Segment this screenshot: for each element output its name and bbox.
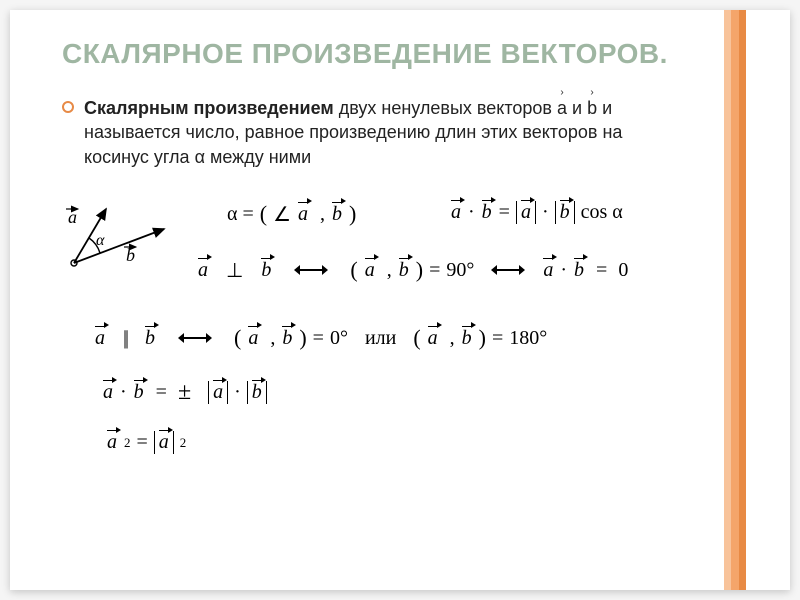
formula-square: a2 =a2 <box>106 431 186 454</box>
iff-icon <box>178 333 212 343</box>
definition-lead: Скалярным произведением <box>84 98 334 118</box>
formula-angle-def: α = (∠ a ,b) <box>227 201 356 227</box>
formula-dot-def: a·b = a·b cos α <box>450 201 623 224</box>
diagram-label-b: b <box>126 245 135 265</box>
definition-row: Скалярным произведением двух ненулевых в… <box>62 96 748 169</box>
accent-stripes <box>724 10 746 590</box>
diagram-label-alpha: α <box>96 232 105 249</box>
parallel-icon: || <box>123 327 127 350</box>
bullet-icon <box>62 101 74 113</box>
definition-text: Скалярным произведением двух ненулевых в… <box>84 96 664 169</box>
slide-title: СКАЛЯРНОЕ ПРОИЗВЕДЕНИЕ ВЕКТОРОВ. <box>62 38 748 70</box>
vec-a-inline: a <box>557 96 567 120</box>
slide: СКАЛЯРНОЕ ПРОИЗВЕДЕНИЕ ВЕКТОРОВ. Скалярн… <box>10 10 790 590</box>
accent-stripe-3 <box>739 10 746 590</box>
accent-stripe-2 <box>731 10 738 590</box>
angle-icon: ∠ <box>273 202 291 227</box>
formula-perp: a ⊥ b (a ,b)= 90° a·b = 0 <box>197 257 628 283</box>
perp-icon: ⊥ <box>226 258 243 283</box>
accent-stripe-1 <box>724 10 731 590</box>
formula-area: a b α α = (∠ a ,b) a·b = a·b cos α a ⊥ b… <box>62 187 702 477</box>
diagram-label-a: a <box>68 207 77 227</box>
formula-parallel: a || b (a ,b)= 0° или (a ,b)= 180° <box>94 325 547 351</box>
iff-icon <box>491 265 525 275</box>
iff-icon <box>294 265 328 275</box>
angle-diagram: a b α <box>56 193 176 283</box>
vec-b-inline: b <box>587 96 597 120</box>
formula-parallel-dot: a·b = ± a·b <box>102 379 267 406</box>
